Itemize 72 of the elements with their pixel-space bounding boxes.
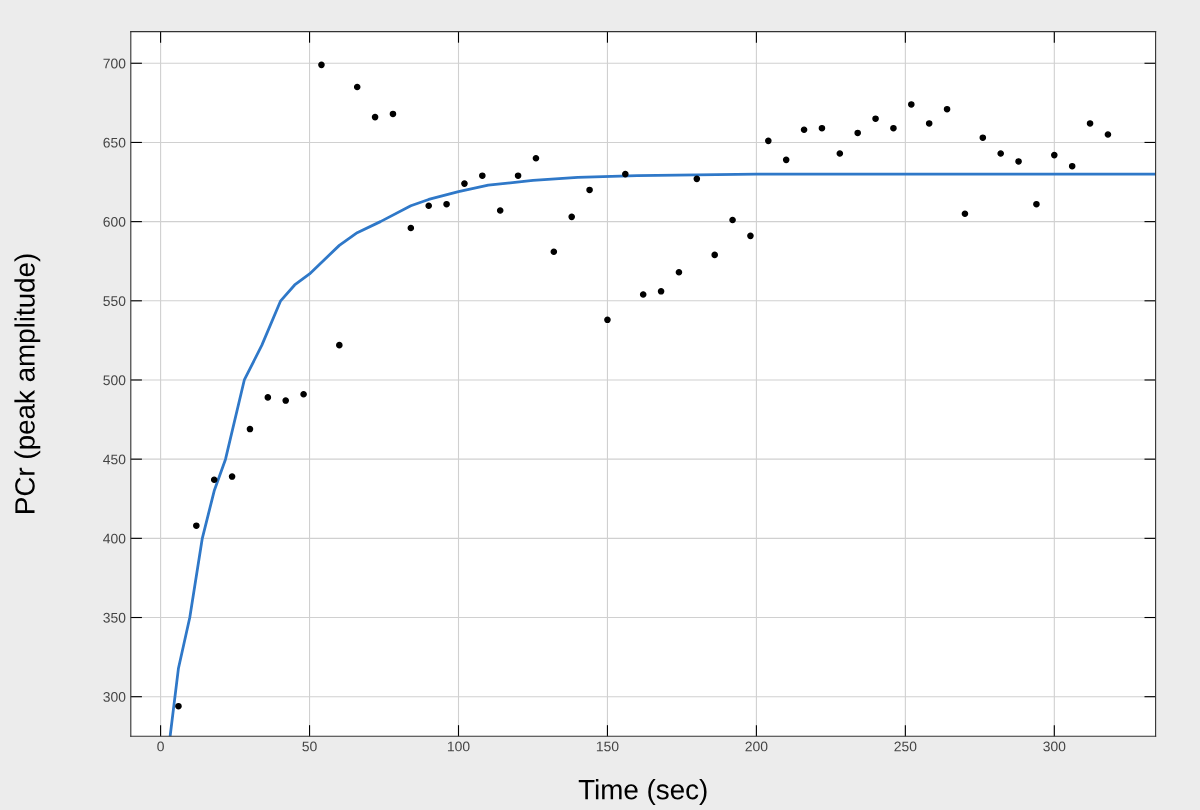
x-axis-title: Time (sec)	[578, 779, 707, 805]
point	[800, 126, 808, 134]
point	[1015, 158, 1022, 165]
point	[925, 120, 933, 127]
point	[1033, 200, 1040, 208]
y-tick-label: 350	[103, 612, 126, 623]
point	[479, 172, 486, 179]
point	[389, 110, 397, 118]
point	[336, 341, 343, 349]
y-axis-title: PCr (peak amplitude)	[14, 254, 41, 513]
y-tick-label: 650	[103, 137, 126, 148]
point	[854, 129, 861, 137]
point	[961, 210, 969, 217]
x-tick-label: 50	[302, 741, 317, 752]
point	[675, 269, 683, 276]
point	[550, 248, 558, 256]
point	[943, 105, 951, 113]
point	[997, 150, 1004, 157]
x-tick-label: 150	[596, 741, 619, 752]
point	[246, 425, 254, 433]
point	[175, 702, 182, 710]
point	[782, 156, 790, 164]
point	[890, 124, 897, 132]
line-series	[168, 172, 1156, 737]
point	[818, 124, 826, 132]
point	[407, 224, 415, 232]
x-tick-label: 100	[447, 741, 470, 752]
point	[657, 288, 665, 295]
point	[604, 316, 611, 324]
point	[568, 213, 575, 221]
point	[639, 291, 647, 298]
point	[264, 394, 272, 401]
x-tick-label: 300	[1043, 741, 1066, 752]
point	[1068, 162, 1076, 170]
point	[461, 180, 468, 187]
x-tick-label: 250	[894, 741, 917, 752]
point	[1051, 151, 1058, 159]
y-tick-label: 600	[103, 216, 126, 227]
point	[300, 390, 307, 398]
y-tick-label: 400	[103, 533, 126, 544]
point	[1104, 131, 1112, 138]
point	[586, 186, 593, 194]
y-tick-label: 550	[103, 296, 126, 306]
point	[318, 61, 325, 69]
y-tick-label: 300	[103, 692, 126, 702]
y-tick-label: 700	[103, 58, 126, 69]
point	[979, 134, 987, 141]
point	[747, 232, 754, 240]
y-tick-label: 450	[103, 454, 126, 465]
point	[228, 473, 236, 480]
point	[532, 154, 540, 162]
point	[210, 476, 218, 484]
point	[514, 172, 522, 179]
point	[765, 137, 772, 145]
point	[711, 251, 718, 259]
point	[496, 207, 504, 214]
point	[353, 83, 361, 91]
point	[1086, 120, 1094, 127]
point	[193, 522, 200, 529]
point	[908, 101, 915, 108]
point	[622, 170, 629, 178]
point	[872, 115, 879, 122]
point	[282, 397, 290, 404]
point	[693, 175, 701, 183]
y-tick-label: 500	[103, 375, 126, 386]
point	[371, 113, 379, 121]
point	[443, 200, 450, 208]
point	[836, 150, 844, 157]
x-tick-label: 0	[157, 741, 164, 752]
x-tick-label: 200	[745, 741, 768, 752]
point	[425, 202, 433, 210]
point	[729, 216, 736, 224]
